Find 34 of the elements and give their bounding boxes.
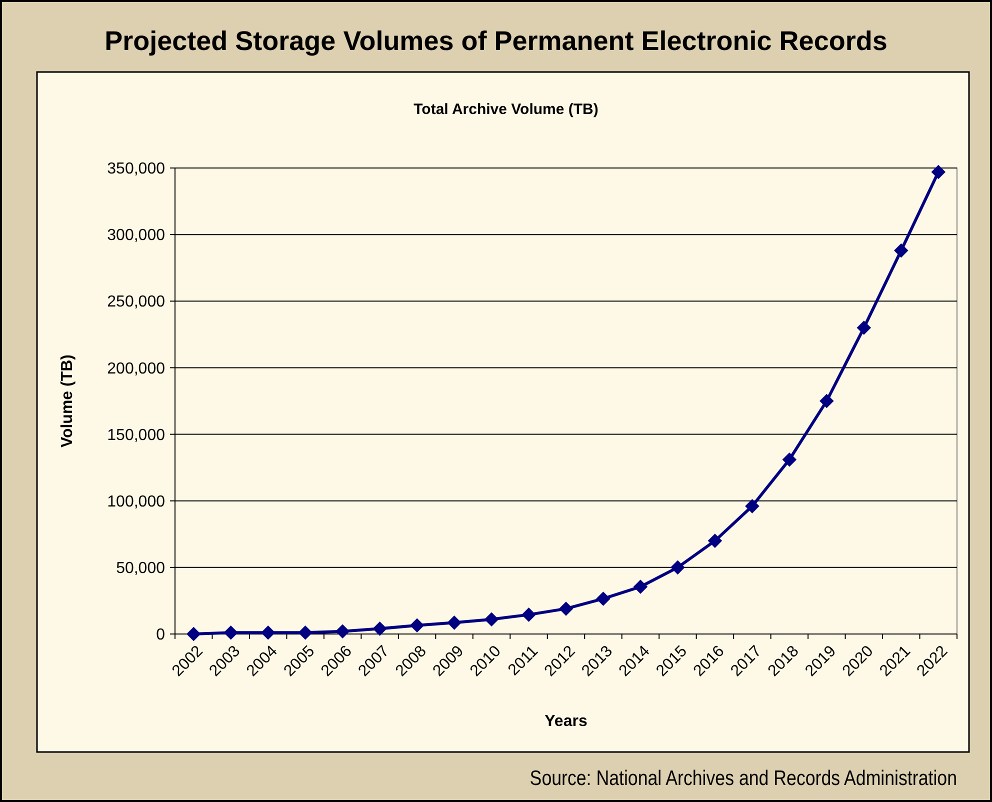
- y-tick-label: 350,000: [107, 160, 166, 178]
- point: [484, 612, 499, 626]
- point: [224, 626, 238, 640]
- point: [708, 534, 722, 548]
- y-tick-label: 250,000: [107, 294, 166, 311]
- point: [856, 320, 872, 335]
- point: [931, 164, 946, 180]
- point: [298, 626, 312, 640]
- y-axis-title: Volume (TB): [59, 354, 76, 448]
- point: [260, 626, 276, 640]
- point: [745, 499, 760, 514]
- y-tick-label: 200,000: [107, 360, 166, 378]
- chart-subtitle: Total Archive Volume (TB): [414, 101, 598, 118]
- y-tick-label: 150,000: [107, 426, 166, 444]
- y-tick-label: 50,000: [116, 560, 166, 578]
- point: [894, 243, 908, 258]
- point: [820, 394, 834, 408]
- point: [335, 624, 350, 638]
- point: [410, 618, 424, 632]
- source-note: Source: National Archives and Records Administration: [530, 766, 957, 790]
- point: [670, 560, 685, 575]
- y-tick-label: 300,000: [107, 227, 166, 244]
- y-tick-label: 100,000: [107, 493, 166, 510]
- point: [186, 626, 201, 642]
- point: [558, 602, 574, 616]
- point: [522, 608, 536, 622]
- point: [596, 592, 610, 606]
- point: [447, 616, 462, 630]
- chart-title: Projected Storage Volumes of Permanent Electronic Records: [104, 26, 888, 56]
- point: [372, 622, 387, 636]
- point: [633, 580, 648, 594]
- y-tick-label: 0: [156, 626, 166, 644]
- x-axis-title: Years: [544, 713, 588, 730]
- point: [782, 452, 797, 467]
